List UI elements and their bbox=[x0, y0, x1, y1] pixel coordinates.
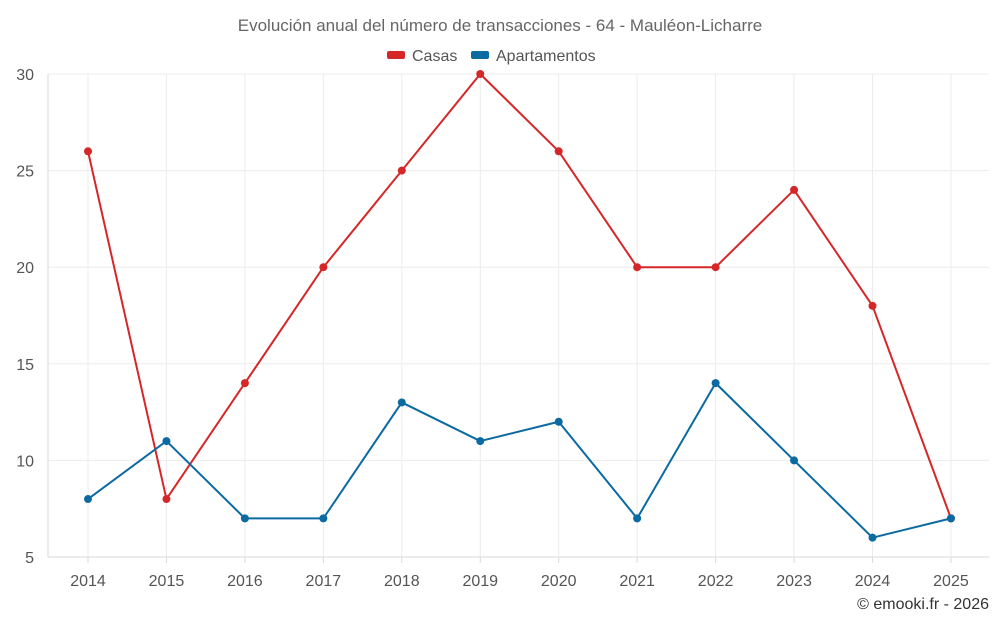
series-casas bbox=[84, 70, 955, 523]
y-tick-label: 10 bbox=[16, 453, 34, 470]
x-tick-label: 2019 bbox=[462, 573, 498, 590]
y-tick-label: 5 bbox=[25, 550, 34, 567]
data-point-casas-2014[interactable] bbox=[84, 147, 92, 156]
x-tick-label: 2020 bbox=[541, 573, 577, 590]
data-point-casas-2023[interactable] bbox=[790, 185, 799, 194]
grid bbox=[48, 73, 989, 558]
x-tick-label: 2014 bbox=[70, 573, 106, 590]
data-point-casas-2015[interactable] bbox=[162, 495, 171, 504]
y-tick-label: 15 bbox=[16, 357, 34, 374]
data-point-apartamentos-2024[interactable] bbox=[868, 533, 877, 542]
legend-item-apartamentos[interactable]: Apartamentos bbox=[471, 48, 596, 65]
legend: Casas Apartamentos bbox=[387, 48, 596, 65]
y-tick-label: 25 bbox=[16, 164, 34, 181]
legend-label-apartamentos: Apartamentos bbox=[496, 48, 596, 65]
data-point-casas-2021[interactable] bbox=[633, 263, 642, 272]
y-tick-label: 30 bbox=[16, 67, 34, 84]
data-point-casas-2022[interactable] bbox=[711, 263, 720, 272]
credit-text: © emooki.fr - 2026 bbox=[857, 596, 989, 613]
data-point-apartamentos-2019[interactable] bbox=[476, 437, 485, 446]
data-point-apartamentos-2014[interactable] bbox=[84, 495, 92, 504]
legend-label-casas: Casas bbox=[412, 48, 457, 65]
chart-title: Evolución anual del número de transaccio… bbox=[238, 16, 762, 35]
series-line-apartamentos bbox=[87, 382, 952, 539]
data-point-casas-2018[interactable] bbox=[397, 166, 406, 175]
data-point-apartamentos-2016[interactable] bbox=[240, 514, 249, 523]
x-tick-label: 2023 bbox=[776, 573, 812, 590]
data-point-casas-2024[interactable] bbox=[868, 301, 877, 310]
data-point-apartamentos-2025[interactable] bbox=[946, 514, 955, 523]
data-point-casas-2020[interactable] bbox=[554, 147, 563, 156]
data-point-apartamentos-2023[interactable] bbox=[790, 456, 799, 465]
x-tick-label: 2015 bbox=[149, 573, 185, 590]
data-point-apartamentos-2017[interactable] bbox=[319, 514, 328, 523]
x-tick-label: 2022 bbox=[698, 573, 734, 590]
data-point-casas-2016[interactable] bbox=[240, 379, 249, 388]
x-tick-label: 2018 bbox=[384, 573, 420, 590]
series bbox=[84, 70, 955, 542]
x-tick-label: 2024 bbox=[855, 573, 891, 590]
y-tick-label: 20 bbox=[16, 260, 34, 277]
series-line-casas bbox=[87, 73, 952, 519]
legend-swatch-casas bbox=[387, 51, 405, 59]
x-tick-label: 2016 bbox=[227, 573, 263, 590]
series-apartamentos bbox=[84, 379, 955, 542]
x-tick-label: 2021 bbox=[619, 573, 655, 590]
x-tick-label: 2025 bbox=[933, 573, 969, 590]
data-point-casas-2017[interactable] bbox=[319, 263, 328, 272]
data-point-casas-2019[interactable] bbox=[476, 70, 485, 78]
data-point-apartamentos-2021[interactable] bbox=[633, 514, 642, 523]
x-tick-label: 2017 bbox=[306, 573, 342, 590]
data-point-apartamentos-2022[interactable] bbox=[711, 379, 720, 388]
legend-item-casas[interactable]: Casas bbox=[387, 48, 457, 65]
legend-swatch-apartamentos bbox=[471, 51, 489, 59]
data-point-apartamentos-2020[interactable] bbox=[554, 417, 563, 426]
data-point-apartamentos-2015[interactable] bbox=[162, 437, 171, 446]
data-point-apartamentos-2018[interactable] bbox=[397, 398, 406, 407]
